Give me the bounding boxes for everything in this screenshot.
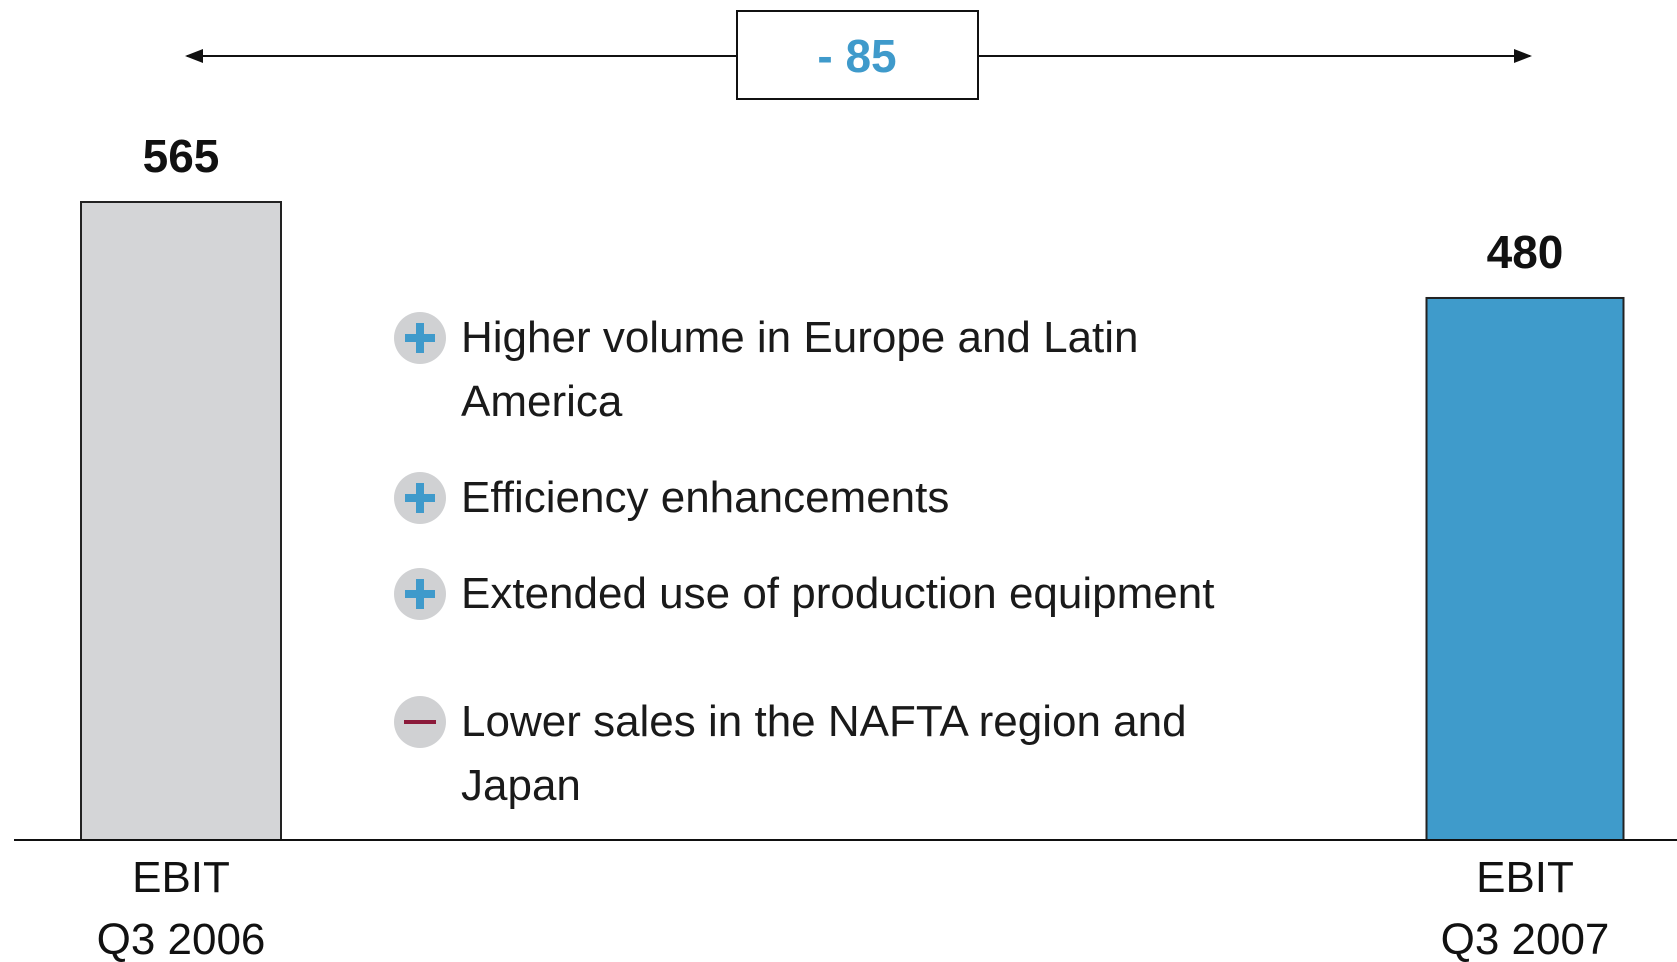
factor-text: Extended use of production equipment: [461, 569, 1215, 618]
factor-text: Efficiency enhancements: [461, 473, 950, 522]
arrow-head: [1514, 49, 1532, 63]
arrow-head: [185, 49, 203, 63]
category-label: EBIT Q3 2007: [1441, 853, 1610, 962]
difference-box: [736, 10, 979, 100]
factor-text: Lower sales in the NAFTA region and Japa…: [461, 697, 1187, 810]
value-label: 480: [1487, 226, 1564, 278]
minus-icon: [404, 720, 436, 724]
category-label: EBIT Q3 2006: [97, 853, 266, 962]
bar: [80, 201, 282, 841]
bar: [1425, 296, 1625, 841]
plus-icon: [416, 483, 424, 513]
difference-label: - 85: [817, 30, 896, 82]
plus-icon: [416, 579, 424, 609]
factor-text: Higher volume in Europe and Latin Americ…: [461, 313, 1139, 426]
plus-icon: [416, 323, 424, 353]
value-label: 565: [143, 130, 220, 182]
